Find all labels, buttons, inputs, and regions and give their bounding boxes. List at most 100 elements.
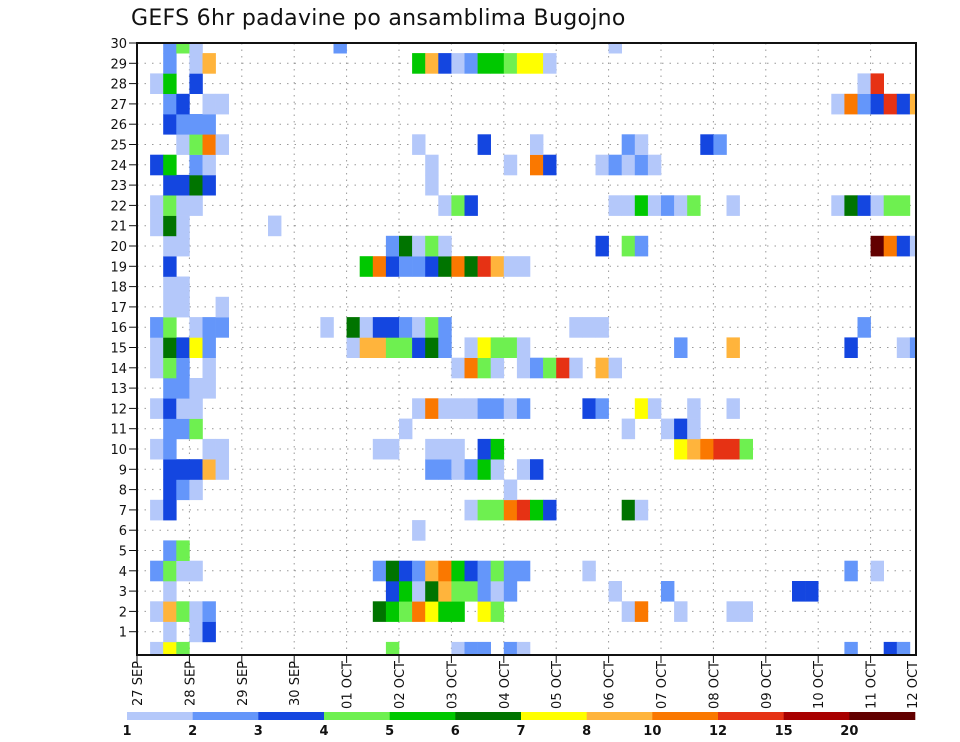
heatmap-cell [163, 317, 177, 338]
heatmap-cell [333, 43, 347, 54]
heatmap-cell [189, 337, 203, 358]
heatmap-cell [844, 195, 858, 216]
heatmap-cell [320, 317, 334, 338]
heatmap-cell [202, 134, 216, 155]
y-tick-label: 8 [119, 484, 127, 499]
heatmap-cell [543, 499, 557, 521]
heatmap-cell [883, 235, 898, 257]
heatmap-cell [477, 438, 491, 460]
heatmap-cell [896, 195, 911, 216]
heatmap-cell [621, 601, 636, 622]
heatmap-cell [530, 357, 544, 379]
y-tick-label: 29 [110, 57, 127, 72]
y-tick-label: 11 [110, 423, 127, 438]
heatmap-cell [150, 641, 164, 655]
heatmap-cell [385, 601, 400, 622]
y-tick-label: 15 [110, 342, 127, 357]
y-tick-label: 6 [119, 524, 127, 539]
heatmap-cell [176, 43, 190, 54]
heatmap-cell [150, 73, 164, 94]
heatmap-cell [608, 195, 622, 216]
heatmap-cell [739, 601, 753, 622]
heatmap-cell [385, 256, 400, 277]
heatmap-cell [870, 560, 884, 582]
heatmap-cell [438, 398, 452, 419]
colorbar-swatch [652, 712, 719, 720]
y-tick-label: 4 [119, 565, 127, 580]
heatmap-cell [176, 398, 190, 419]
heatmap-cell [516, 337, 531, 358]
heatmap-cell [543, 53, 557, 74]
colorbar-label: 6 [451, 724, 460, 739]
x-tick-label: 29 SEP [236, 661, 251, 706]
heatmap-cell [451, 398, 465, 419]
heatmap-cell [163, 540, 177, 561]
heatmap-cell [451, 256, 465, 277]
heatmap-cell [896, 93, 911, 115]
heatmap-cell [516, 560, 531, 582]
heatmap-cell [464, 499, 478, 521]
heatmap-cell [713, 134, 727, 155]
heatmap-cell [215, 296, 229, 318]
colorbar-swatch [127, 712, 193, 720]
heatmap-cell [477, 398, 491, 419]
heatmap-cell [372, 438, 387, 460]
heatmap-cell [530, 53, 544, 74]
heatmap-cell [399, 256, 413, 277]
heatmap-cell [163, 215, 177, 237]
colorbar-label: 20 [840, 724, 858, 739]
heatmap-cell [674, 438, 688, 460]
heatmap-cell [634, 235, 649, 257]
heatmap-cell [674, 601, 688, 622]
heatmap-cell [150, 560, 164, 582]
plot-frame [136, 42, 917, 656]
y-tick-label: 1 [119, 626, 127, 641]
heatmap-cell [176, 296, 190, 318]
colorbar-label: 15 [775, 724, 793, 739]
heatmap-cell [477, 601, 491, 622]
heatmap-cell [464, 641, 478, 655]
heatmap-cell [176, 357, 190, 379]
heatmap-cell [883, 195, 898, 216]
heatmap-cell [451, 357, 465, 379]
colorbar-legend: 1 2 3 4 5 6 7 8 10 12 15 20 [122, 712, 916, 739]
heatmap-cell [870, 195, 884, 216]
heatmap-cell [176, 479, 190, 501]
heatmap-cell [425, 398, 439, 419]
heatmap-cell [163, 174, 177, 196]
heatmap-cell [726, 195, 740, 216]
heatmap-cell [163, 357, 177, 379]
heatmap-cell [150, 154, 164, 176]
heatmap-cell [451, 601, 465, 622]
heatmap-cell [464, 357, 478, 379]
x-tick-label: 12 OCT [906, 661, 921, 709]
heatmap-cell [844, 93, 858, 115]
heatmap-cell [163, 337, 177, 358]
heatmap-cell [372, 337, 387, 358]
heatmap-cell [202, 459, 216, 480]
heatmap-cell [870, 93, 884, 115]
heatmap-cell [687, 195, 701, 216]
heatmap-cell [189, 560, 203, 582]
heatmap-cell [163, 296, 177, 318]
heatmap-cell [634, 154, 649, 176]
heatmap-cell [477, 337, 491, 358]
heatmap-cell [608, 43, 622, 54]
heatmap-cell [530, 154, 544, 176]
y-axis: 1234567891011121314151617181920212223242… [110, 37, 137, 641]
heatmap-cell [189, 601, 203, 622]
heatmap-cell [451, 53, 465, 74]
heatmap-cell [163, 459, 177, 480]
heatmap-cell [516, 398, 531, 419]
y-tick-label: 30 [110, 37, 127, 52]
y-tick-label: 17 [110, 301, 127, 316]
heatmap-cell [726, 438, 740, 460]
heatmap-cell [700, 134, 714, 155]
heatmap-cell [490, 459, 505, 480]
colorbar-swatch [586, 712, 653, 720]
heatmap-cell [412, 398, 426, 419]
heatmap-cell [647, 154, 662, 176]
heatmap-cell [425, 581, 439, 602]
colorbar-swatch [849, 712, 916, 720]
heatmap-cell [346, 337, 360, 358]
